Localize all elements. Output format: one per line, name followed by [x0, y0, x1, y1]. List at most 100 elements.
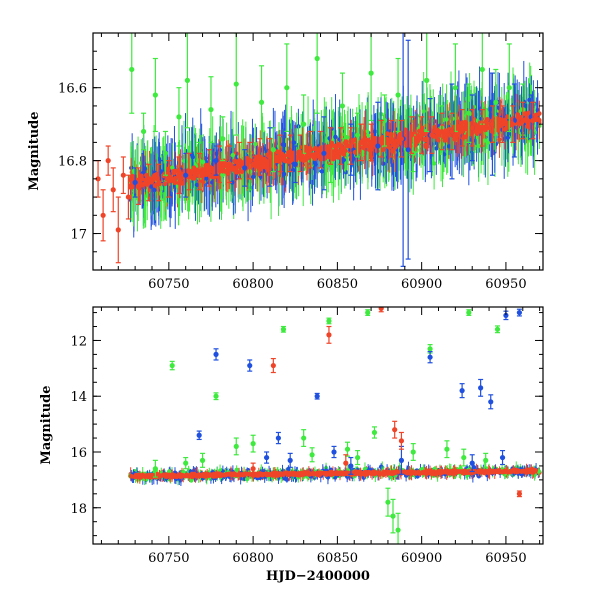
top-red-point — [115, 227, 121, 233]
top-band-core-point — [502, 126, 508, 132]
top-band-core-point — [259, 159, 265, 165]
bottom-plot-area — [127, 307, 542, 544]
top-band-core-point — [412, 142, 418, 148]
top-band-core-point — [484, 125, 490, 130]
top-red-point — [196, 168, 202, 175]
top-panel-frame — [92, 32, 544, 271]
top-band-core-point — [220, 168, 225, 174]
top-band-core-point — [187, 173, 193, 179]
top-green-point — [270, 147, 276, 153]
top-band-core-point — [239, 169, 245, 174]
top-blue-point — [183, 172, 189, 178]
top-x-tick-label: 60800 — [232, 277, 273, 292]
top-green-point — [301, 121, 307, 127]
top-band-core-point — [192, 172, 198, 177]
top-green-point — [452, 85, 458, 91]
top-red-point — [105, 158, 111, 164]
top-blue-point — [375, 143, 381, 149]
top-green-point — [284, 85, 290, 91]
top-band-point — [479, 116, 484, 121]
top-band-core-point — [435, 127, 440, 133]
top-red-point — [419, 132, 425, 138]
top-band-core-point — [312, 156, 318, 161]
top-band-point — [444, 117, 449, 122]
top-red-point — [135, 183, 142, 189]
top-red-point — [307, 147, 314, 153]
top-band-core-point — [415, 133, 421, 139]
top-band-core-point — [208, 173, 214, 179]
top-band-core-point — [332, 148, 338, 154]
top-green-point — [355, 132, 361, 138]
top-band-point — [170, 165, 175, 170]
top-band-point — [250, 174, 256, 180]
top-band-core-point — [380, 147, 386, 153]
top-green-point — [479, 66, 485, 73]
top-band-point — [230, 152, 236, 158]
top-red-point — [499, 121, 506, 127]
top-blue-point — [213, 158, 219, 164]
top-band-point — [485, 140, 491, 146]
top-band-core-point — [370, 136, 376, 141]
top-band-core-point — [172, 175, 178, 181]
top-green-point — [339, 103, 346, 109]
top-band-point — [200, 159, 206, 165]
top-band-core-point — [232, 168, 238, 173]
top-band-point — [446, 144, 452, 149]
top-red-point — [408, 132, 415, 138]
top-red-point — [338, 143, 344, 149]
top-red-point — [479, 125, 485, 131]
top-red-point — [398, 136, 405, 142]
top-red-point — [186, 168, 192, 175]
top-green-point — [233, 81, 239, 87]
top-band-core-point — [130, 184, 136, 190]
top-red-point — [237, 158, 243, 164]
top-band-core-point — [260, 164, 266, 170]
top-green-point — [152, 92, 158, 98]
top-band-point — [497, 137, 502, 142]
top-red-point — [429, 132, 435, 138]
top-band-point — [431, 161, 437, 166]
top-band-core-point — [496, 118, 502, 124]
top-series-red — [95, 101, 536, 264]
top-band-core-point — [442, 137, 448, 143]
top-red-point — [297, 150, 303, 156]
top-red-point — [156, 179, 162, 186]
top-x-tick-label: 60850 — [317, 277, 358, 292]
top-band-core-point — [191, 175, 197, 181]
top-red-point — [166, 176, 172, 182]
top-red-point — [146, 179, 152, 186]
top-green-point — [258, 99, 265, 105]
top-red-point — [226, 161, 233, 167]
top-band-core-point — [483, 118, 489, 124]
top-band-point — [220, 172, 225, 178]
top-band-point — [341, 157, 347, 163]
top-red-point — [277, 150, 283, 156]
top-band-core-point — [326, 150, 331, 156]
top-band-core-point — [394, 143, 400, 148]
top-green-point — [220, 136, 226, 142]
top-red-point — [247, 158, 253, 164]
top-panel: 60750 60800 60850 60900 60950 16.6 16.8 17 Magn… — [27, 32, 544, 292]
top-band-core-point — [452, 124, 457, 130]
top-green-point — [129, 66, 135, 73]
top-band-point — [194, 182, 200, 188]
top-band-point — [190, 154, 195, 160]
top-blue-point — [292, 161, 298, 167]
top-band-core-point — [172, 180, 178, 186]
top-band-core-point — [352, 149, 358, 155]
top-band-core-point — [142, 181, 147, 187]
top-red-point — [368, 139, 374, 145]
top-green-point — [176, 114, 182, 120]
top-red-point — [469, 125, 475, 131]
top-band-core-point — [423, 144, 429, 149]
top-band-point — [527, 97, 532, 103]
top-dense-band — [127, 60, 542, 238]
top-blue-point — [132, 179, 138, 186]
top-red-point — [206, 165, 212, 171]
top-red-point — [358, 139, 364, 145]
top-green-point — [208, 106, 214, 113]
top-red-point — [287, 150, 293, 156]
top-green-point — [424, 77, 430, 83]
